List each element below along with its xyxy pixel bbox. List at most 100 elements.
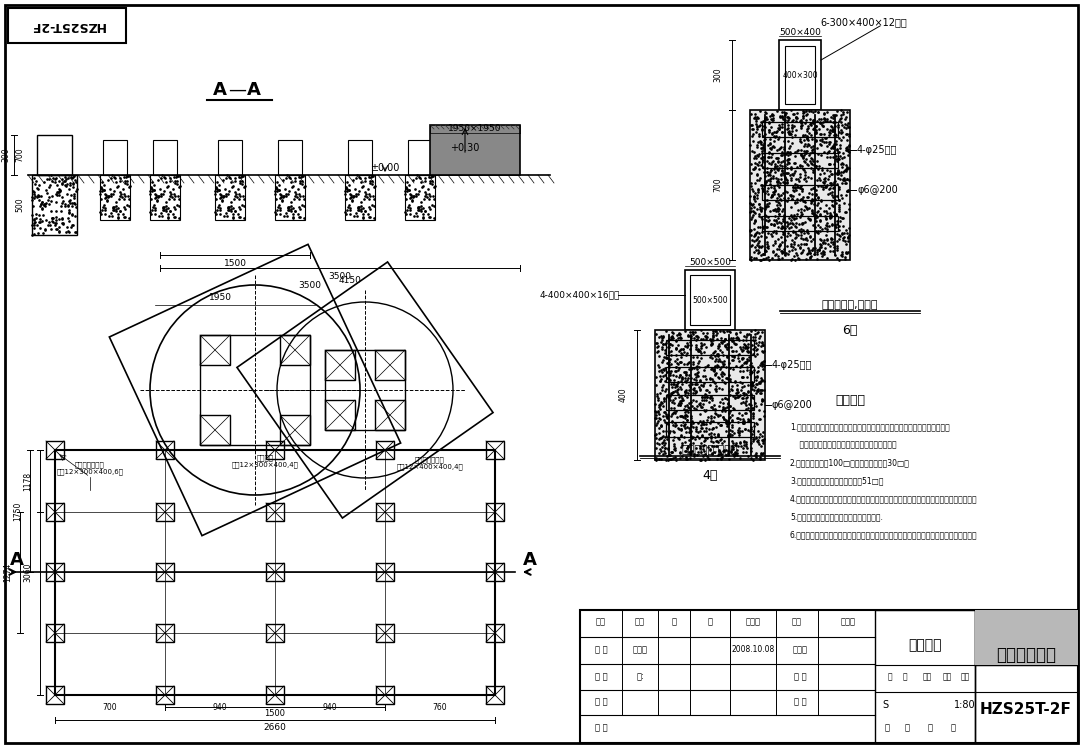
Text: 校 对: 校 对 — [595, 672, 608, 681]
Text: —: — — [229, 81, 246, 99]
Bar — [376, 503, 394, 521]
Bar — [666, 367, 754, 382]
Bar — [156, 503, 174, 521]
Bar — [32, 175, 77, 235]
Bar — [376, 624, 394, 642]
Text: 技术要求: 技术要求 — [835, 393, 865, 406]
Text: 5.地基基本材料按照制造规格定要管理措施.: 5.地基基本材料按照制造规格定要管理措施. — [790, 512, 883, 521]
Bar — [156, 563, 174, 581]
Text: 4-φ25圆鉢: 4-φ25圆鉢 — [772, 360, 812, 370]
Text: 700: 700 — [15, 147, 25, 162]
Bar — [153, 140, 177, 175]
Text: 6个: 6个 — [843, 323, 858, 337]
Bar — [325, 350, 405, 430]
Text: 4-400×400×16鉢板: 4-400×400×16鉢板 — [539, 290, 619, 299]
Text: 400: 400 — [618, 387, 627, 402]
Text: 配料机基础,予埋件: 配料机基础,予埋件 — [822, 300, 878, 310]
Text: 940: 940 — [212, 702, 227, 711]
Text: 1750: 1750 — [13, 501, 23, 521]
Bar — [325, 350, 355, 380]
Bar — [486, 624, 504, 642]
Text: 段: 段 — [903, 672, 908, 681]
Text: 3500: 3500 — [328, 272, 352, 280]
Text: A: A — [247, 81, 261, 99]
Text: 钢板12×300×400,4件: 钢板12×300×400,4件 — [232, 462, 299, 468]
Bar — [376, 563, 394, 581]
Bar — [266, 686, 284, 704]
Text: 搅拌机基础尺寸: 搅拌机基础尺寸 — [415, 457, 445, 463]
Bar — [875, 610, 975, 743]
Bar — [200, 335, 310, 445]
Bar — [156, 441, 174, 459]
Bar — [486, 686, 504, 704]
Bar — [348, 140, 371, 175]
Text: 4150: 4150 — [339, 275, 362, 284]
Text: 年月日: 年月日 — [840, 618, 856, 627]
Bar — [325, 400, 355, 430]
Bar — [655, 330, 765, 460]
Text: S: S — [882, 700, 888, 710]
Bar — [762, 216, 838, 231]
Text: 500×500: 500×500 — [692, 295, 728, 304]
Text: 标记: 标记 — [923, 672, 931, 681]
Text: A: A — [10, 551, 24, 569]
Text: 1500: 1500 — [223, 259, 247, 268]
Text: 区: 区 — [707, 618, 713, 627]
Bar — [37, 135, 71, 175]
Text: 钢板12×300×400,6件: 钢板12×300×400,6件 — [56, 469, 123, 475]
Bar — [779, 40, 821, 110]
Bar — [975, 610, 1078, 665]
Text: 4-φ25圆鉢: 4-φ25圆鉢 — [857, 145, 898, 155]
Bar — [430, 125, 520, 175]
Text: A: A — [523, 551, 537, 569]
Text: 比例: 比例 — [961, 672, 969, 681]
Text: 标记: 标记 — [596, 618, 606, 627]
Text: 1178: 1178 — [24, 471, 32, 491]
Bar — [751, 110, 850, 260]
Bar — [200, 415, 230, 445]
Text: 设 计: 设 计 — [595, 646, 608, 654]
Text: 搞拌机基础,予埋件: 搞拌机基础,予埋件 — [682, 445, 739, 455]
Text: 签字: 签字 — [792, 618, 803, 627]
Bar — [278, 140, 302, 175]
Text: 审 核: 审 核 — [595, 697, 608, 707]
Bar — [151, 175, 180, 220]
Bar — [405, 175, 435, 220]
Text: 版次特: 版次特 — [745, 618, 760, 627]
Bar — [45, 686, 64, 704]
Bar — [103, 140, 127, 175]
Bar — [762, 185, 838, 200]
Text: 搅拌支腿: 搅拌支腿 — [257, 455, 274, 462]
Text: HZS25T-2F: HZS25T-2F — [980, 702, 1072, 717]
Text: 500×400: 500×400 — [779, 28, 821, 37]
Text: 700: 700 — [714, 178, 722, 192]
Text: 审 定: 审 定 — [794, 672, 807, 681]
Bar — [375, 400, 405, 430]
Bar — [45, 563, 64, 581]
Text: 500: 500 — [15, 197, 25, 212]
Text: ±0.00: ±0.00 — [370, 163, 400, 173]
Bar — [408, 140, 432, 175]
Text: 3500: 3500 — [299, 280, 322, 289]
Bar — [666, 422, 754, 437]
Bar — [45, 441, 64, 459]
Text: 1950×1950: 1950×1950 — [448, 123, 501, 132]
Text: 傅明源: 傅明源 — [632, 646, 648, 654]
Bar — [266, 624, 284, 642]
Bar — [762, 153, 838, 168]
Bar — [345, 175, 375, 220]
Bar — [785, 46, 815, 104]
Text: 页: 页 — [951, 723, 955, 732]
Bar — [762, 122, 838, 137]
Text: 300: 300 — [1, 147, 11, 162]
Text: 300: 300 — [714, 67, 722, 82]
Text: 搅拌机基础尺寸: 搅拌机基础尺寸 — [75, 462, 105, 468]
Text: 重量: 重量 — [942, 672, 952, 681]
Text: 4个: 4个 — [702, 468, 718, 482]
Bar — [690, 275, 730, 325]
Text: φ6@200: φ6@200 — [772, 400, 812, 410]
Text: 760: 760 — [433, 702, 447, 711]
Text: 400×300: 400×300 — [782, 70, 818, 79]
Bar — [266, 563, 284, 581]
Bar — [376, 686, 394, 704]
